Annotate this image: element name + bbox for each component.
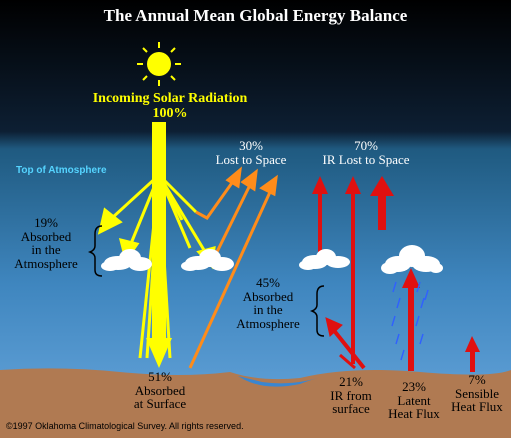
- cloud-icon-middle: [181, 249, 234, 271]
- copyright-notice: ©1997 Oklahoma Climatological Survey. Al…: [6, 421, 244, 431]
- sun-icon: [137, 42, 181, 86]
- top-of-atmosphere-label: Top of Atmosphere: [16, 165, 107, 176]
- absorbed-surface-label: 51% Absorbed at Surface: [133, 369, 187, 412]
- cloud-icon-right: [299, 249, 350, 270]
- absorbed-atmosphere-ir-label: 45% Absorbed in the Atmosphere: [236, 275, 300, 331]
- ir-surface-arrows: [325, 317, 366, 370]
- reflected-arrows: [188, 166, 278, 369]
- solar-beam-arrowhead: [146, 338, 172, 368]
- sensible-heat-arrow: [465, 336, 480, 372]
- brace-solar-absorbed: [87, 225, 103, 277]
- rain: [391, 281, 429, 361]
- latent-heat-label: 23% Latent Heat Flux: [388, 379, 440, 422]
- latent-heat-arrow: [402, 268, 420, 371]
- cloud-icon-left: [101, 249, 152, 271]
- lost-to-space-label: 30% Lost to Space: [215, 138, 287, 167]
- diagram-title: The Annual Mean Global Energy Balance: [103, 6, 408, 25]
- ir-lost-arrows: [312, 176, 394, 364]
- ir-lost-to-space-label: 70% IR Lost to Space: [322, 138, 410, 167]
- ir-from-surface-label: 21% IR from surface: [330, 374, 372, 417]
- sensible-heat-label: 7% Sensible Heat Flux: [451, 372, 503, 415]
- incoming-solar-label: Incoming Solar Radiation 100%: [92, 91, 248, 121]
- absorbed-atmosphere-solar-label: 19% Absorbed in the Atmosphere: [14, 215, 78, 271]
- ground: [0, 368, 511, 438]
- rain-cloud-icon: [381, 245, 443, 274]
- water-pool: [238, 376, 318, 387]
- brace-ir-absorbed: [309, 285, 325, 337]
